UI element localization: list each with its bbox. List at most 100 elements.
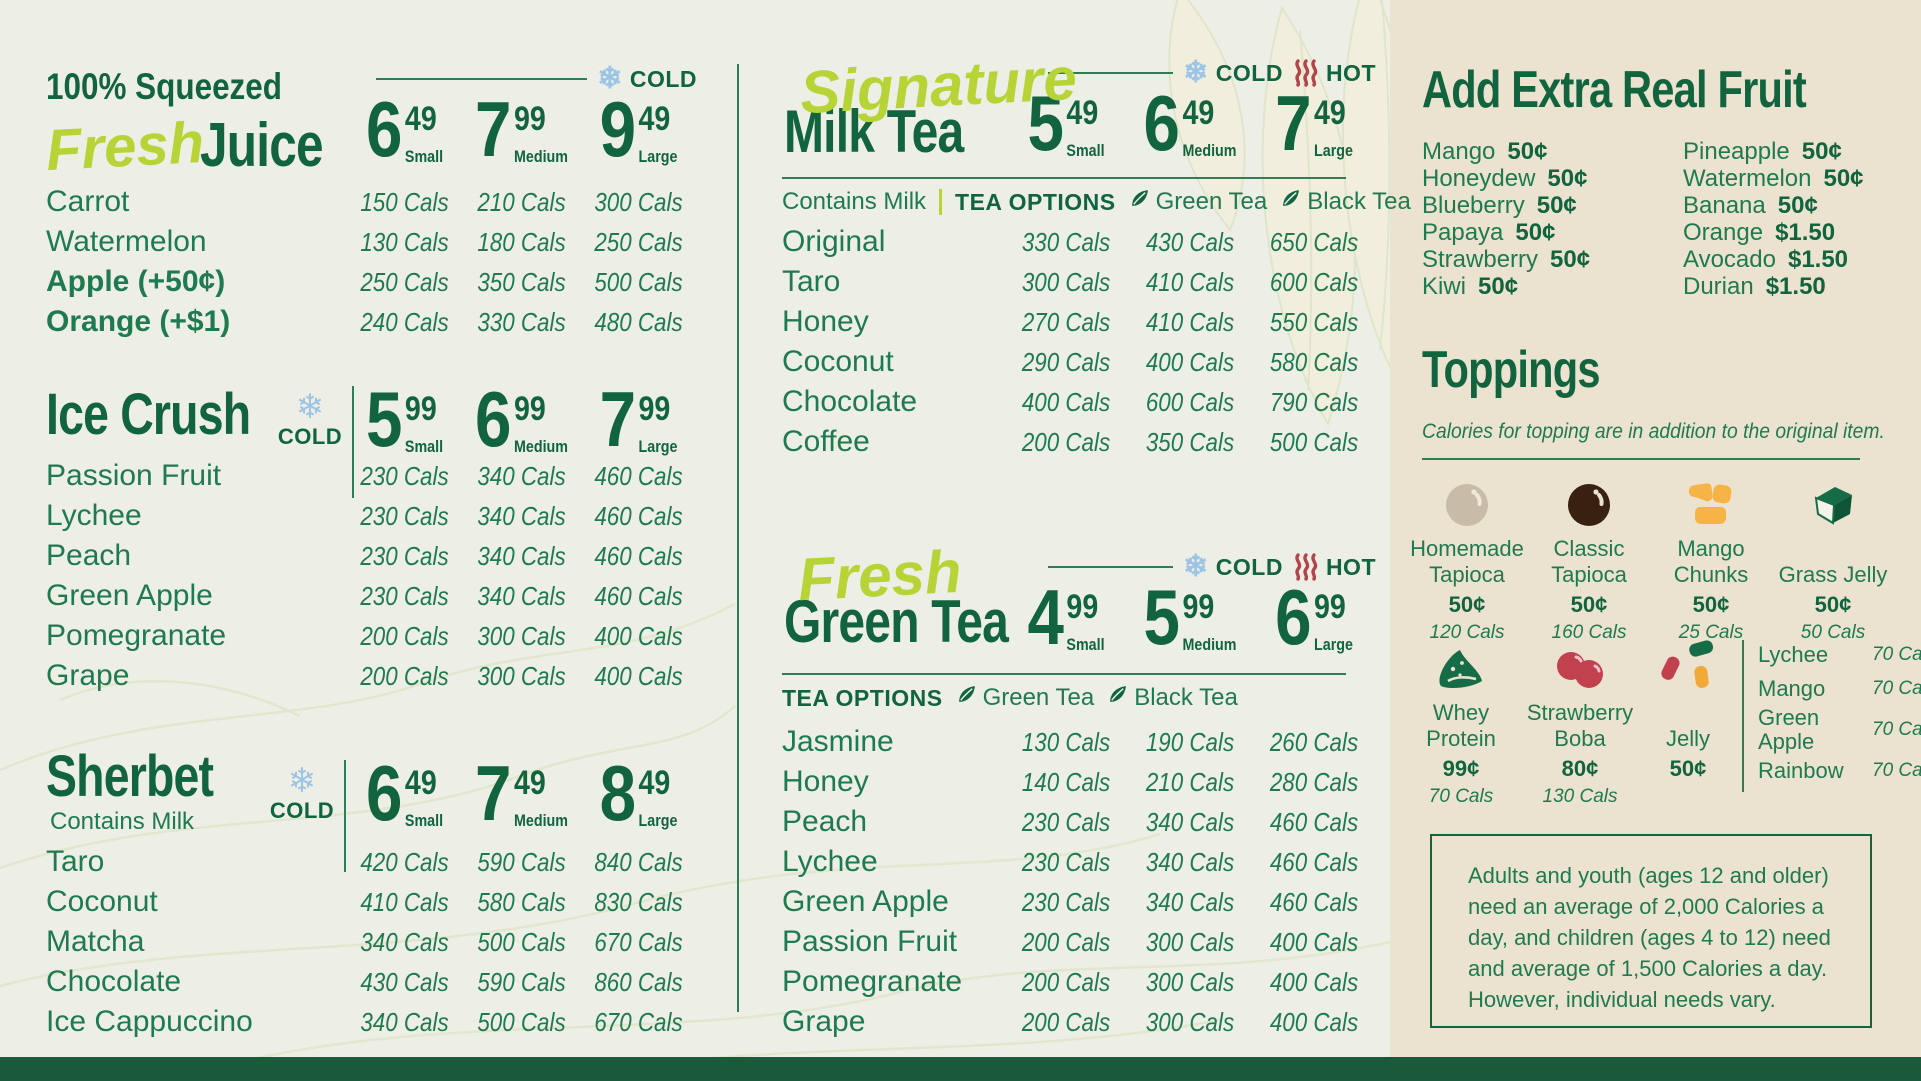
price-size-label: Medium <box>1182 635 1237 654</box>
price-cents: 99 <box>1314 588 1346 626</box>
topping-price: 50¢ <box>1814 592 1852 617</box>
cold-badge: ❄ COLD <box>270 390 350 450</box>
menu-item-calories: 250 Cals <box>360 266 449 297</box>
menu-item-calories: 460 Cals <box>594 500 683 531</box>
price-size-label: Medium <box>514 147 568 166</box>
menu-item-row-chocolate: Chocolate 400 Cals 600 Cals 790 Cals <box>782 382 1376 422</box>
price-medium: 5 99 Medium <box>1138 578 1242 656</box>
jelly-flavor-name: Lychee <box>1758 642 1829 667</box>
price-size-label: Medium <box>514 437 568 456</box>
menu-item-calories: 230 Cals <box>1021 846 1111 877</box>
topping-calories: 50 Cals <box>1800 622 1866 643</box>
ice-crush-items: Passion Fruit 230 Cals 340 Cals 460 Cals Lyc… <box>46 456 697 696</box>
menu-item-name: Matcha <box>46 925 145 958</box>
topping-homemade-tapioca: Homemade Tapioca 50¢ 120 Cals <box>1406 472 1528 644</box>
fruit-row-honeydew: Honeydew 50¢ <box>1422 165 1683 192</box>
topping-name: Jelly <box>1665 726 1710 751</box>
menu-item-calories: 500 Cals <box>594 266 683 297</box>
price-small: 4 99 Small <box>1014 578 1118 656</box>
tapioca-tan-icon <box>1406 472 1528 528</box>
price-small: 6 49 Small <box>355 90 453 168</box>
menu-item-calories: 230 Cals <box>360 540 449 571</box>
price-dollars: 9 <box>599 85 637 173</box>
menu-item-calories: 480 Cals <box>594 306 683 337</box>
menu-item-calories: 430 Cals <box>360 966 449 997</box>
menu-item-row-taro: Taro 300 Cals 410 Cals 600 Cals <box>782 262 1376 302</box>
section-rule <box>782 177 1346 179</box>
menu-item-calories: 860 Cals <box>594 966 683 997</box>
menu-item-name: Carrot <box>46 185 130 218</box>
menu-item-name: Lychee <box>46 499 142 532</box>
menu-item-row-peach: Peach 230 Cals 340 Cals 460 Cals <box>46 536 697 576</box>
topping-strawberry-boba: Strawberry Boba 80¢ 130 Cals <box>1516 636 1644 808</box>
sherbet-title: Sherbet <box>46 744 214 809</box>
menu-item-calories: 580 Cals <box>1269 346 1359 377</box>
milk-tea-title-block: Signature Milk Tea <box>784 45 1078 162</box>
lime-divider <box>939 189 943 215</box>
menu-item-calories: 340 Cals <box>1145 846 1235 877</box>
tea-option-green: Green Tea <box>956 684 1094 712</box>
menu-item-calories: 200 Cals <box>1021 966 1111 997</box>
leaf-icon <box>1280 188 1301 216</box>
jelly-flavor-list: Lychee 70 Cals Mango 70 Cals Green Apple 70 C… <box>1758 636 1921 808</box>
menu-item-calories: 250 Cals <box>594 226 683 257</box>
menu-item-calories: 270 Cals <box>1021 306 1111 337</box>
snowflake-icon: ❄ <box>1183 550 1209 583</box>
menu-item-calories: 330 Cals <box>1021 226 1111 257</box>
menu-item-name: Jasmine <box>782 725 894 758</box>
juice-items: Carrot 150 Cals 210 Cals 300 Cals Watermelon… <box>46 182 697 342</box>
menu-item-name: Peach <box>46 539 132 572</box>
ice-crush-prices: 5 99 Small 6 99 Medium 7 99 Large <box>346 380 697 458</box>
fruit-price: 50¢ <box>1550 246 1591 273</box>
price-dollars: 8 <box>599 749 637 837</box>
cold-badge: ❄ COLD <box>262 764 342 824</box>
divider-line <box>376 78 588 80</box>
topping-price: 80¢ <box>1561 756 1599 781</box>
contains-milk-label: Contains Milk <box>782 188 927 215</box>
price-medium: 6 99 Medium <box>472 380 570 458</box>
menu-item-name: Coconut <box>46 885 158 918</box>
menu-item-name: Passion Fruit <box>46 459 222 492</box>
menu-item-calories: 590 Cals <box>477 966 566 997</box>
fruit-column-1: Mango 50¢ Honeydew 50¢ Blueberry 50¢ Papaya 50¢… <box>1422 138 1683 300</box>
cold-badge: ❄ COLD <box>1183 58 1283 88</box>
menu-item-row-passion-fruit: Passion Fruit 230 Cals 340 Cals 460 Cals <box>46 456 697 496</box>
leaf-icon <box>956 684 977 712</box>
menu-item-name: Watermelon <box>46 225 207 258</box>
price-size-label: Medium <box>1182 141 1237 160</box>
price-dollars: 7 <box>475 85 512 173</box>
menu-item-row-coconut: Coconut 290 Cals 400 Cals 580 Cals <box>782 342 1376 382</box>
menu-item-row-matcha: Matcha 340 Cals 500 Cals 670 Cals <box>46 922 697 962</box>
fruit-price: 50¢ <box>1777 192 1818 219</box>
menu-item-calories: 410 Cals <box>1145 266 1235 297</box>
topping-name: Grass Jelly <box>1778 562 1888 587</box>
section-sherbet: Sherbet Contains Milk ❄ COLD 6 49 Small 7 49… <box>46 742 697 1062</box>
menu-item-calories: 290 Cals <box>1021 346 1111 377</box>
green-tea-items: Jasmine 130 Cals 190 Cals 260 Cals Honey 140 … <box>782 722 1376 1042</box>
menu-item-row-original: Original 330 Cals 430 Cals 650 Cals <box>782 222 1376 262</box>
menu-item-row-coconut: Coconut 410 Cals 580 Cals 830 Cals <box>46 882 697 922</box>
sherbet-subtitle: Contains Milk <box>50 808 195 835</box>
leaf-icon <box>1107 684 1128 712</box>
menu-item-calories: 670 Cals <box>594 1006 683 1037</box>
menu-item-calories: 260 Cals <box>1269 726 1359 757</box>
price-large: 6 99 Large <box>1262 578 1366 656</box>
menu-item-calories: 230 Cals <box>1021 886 1111 917</box>
menu-item-row-honey: Honey 270 Cals 410 Cals 550 Cals <box>782 302 1376 342</box>
menu-item-calories: 600 Cals <box>1269 266 1359 297</box>
fruit-name: Banana <box>1683 192 1766 219</box>
topping-name: Classic Tapioca <box>1551 536 1627 587</box>
toppings-title: Toppings <box>1422 341 1600 399</box>
fruit-price: 50¢ <box>1823 165 1864 192</box>
hot-label: HOT <box>1325 553 1376 580</box>
tea-options-label: TEA OPTIONS <box>955 188 1116 215</box>
sherbet-items: Taro 420 Cals 590 Cals 840 Cals Coconut 410 C… <box>46 842 697 1042</box>
topping-mango-chunks: Mango Chunks 50¢ 25 Cals <box>1650 472 1772 644</box>
menu-item-row-passion-fruit: Passion Fruit 200 Cals 300 Cals 400 Cals <box>782 922 1376 962</box>
snowflake-icon: ❄ <box>1183 56 1209 89</box>
menu-item-name: Coffee <box>782 425 870 458</box>
menu-item-calories: 400 Cals <box>594 620 683 651</box>
menu-item-calories: 500 Cals <box>477 1006 566 1037</box>
fruit-name: Pineapple <box>1683 138 1790 165</box>
menu-item-row-honey: Honey 140 Cals 210 Cals 280 Cals <box>782 762 1376 802</box>
